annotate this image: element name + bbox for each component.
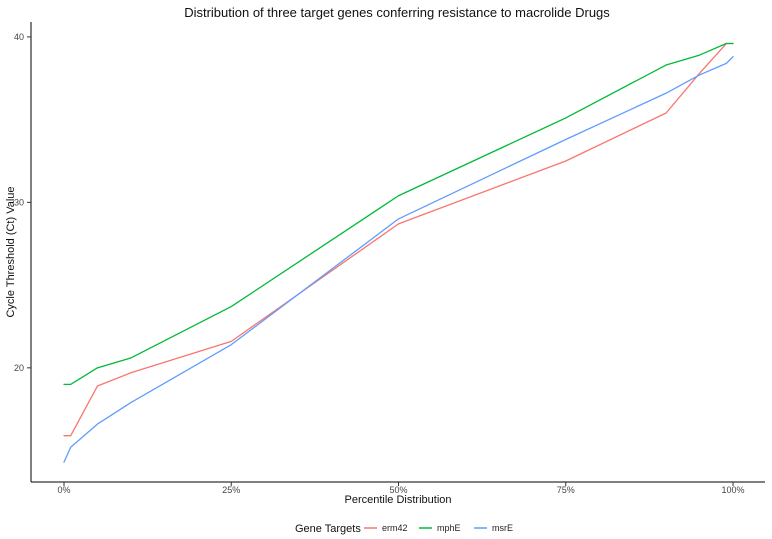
x-tick-label: 75% bbox=[557, 485, 575, 495]
y-axis-title: Cycle Threshold (Ct) Value bbox=[5, 186, 17, 317]
series-line-msrE bbox=[63, 56, 734, 463]
x-axis-ticks: 0% 25% 50% 75% 100% bbox=[57, 482, 745, 495]
x-tick-label: 25% bbox=[222, 485, 240, 495]
series-line-mphE bbox=[63, 42, 734, 386]
x-tick-label: 50% bbox=[389, 485, 407, 495]
legend-label-mphE: mphE bbox=[437, 523, 461, 533]
x-axis-title: Percentile Distribution bbox=[345, 494, 452, 506]
x-tick-label: 100% bbox=[721, 485, 744, 495]
series-lines bbox=[63, 42, 734, 463]
legend-title: Gene Targets bbox=[295, 523, 361, 535]
legend-label-msrE: msrE bbox=[492, 523, 513, 533]
y-tick-label: 40 bbox=[14, 32, 24, 42]
legend-label-erm42: erm42 bbox=[382, 523, 408, 533]
chart-title: Distribution of three target genes confe… bbox=[184, 5, 610, 20]
series-line-erm42 bbox=[63, 42, 734, 437]
legend: Gene Targets erm42 mphE msrE bbox=[295, 523, 513, 535]
y-axis-ticks: 20 30 40 bbox=[14, 32, 31, 373]
y-tick-label: 30 bbox=[14, 197, 24, 207]
y-tick-label: 20 bbox=[14, 363, 24, 373]
x-tick-label: 0% bbox=[57, 485, 70, 495]
